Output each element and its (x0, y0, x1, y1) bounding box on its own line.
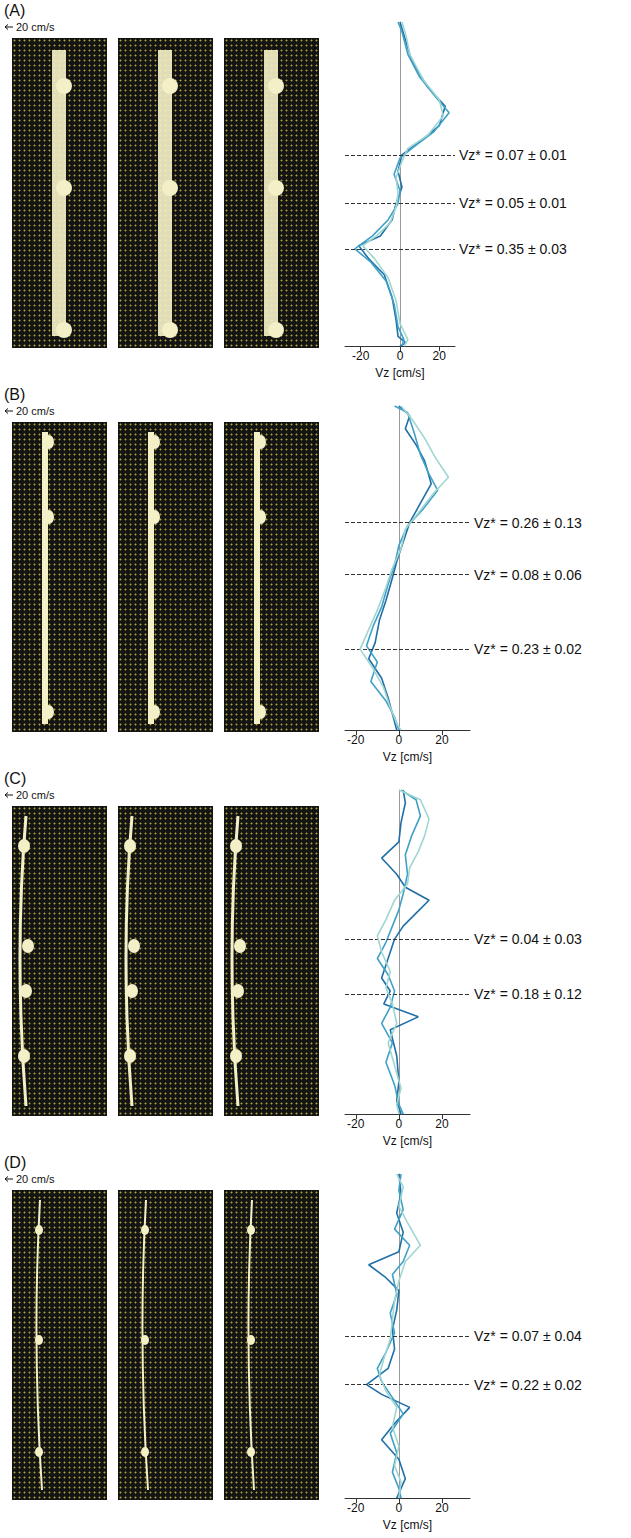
svg-text:0: 0 (396, 1117, 403, 1131)
html-text:20 cm/s: 20 cm/s (16, 1173, 55, 1185)
svg-text:Vz* = 0.08 ± 0.06: Vz* = 0.08 ± 0.06 (474, 567, 582, 583)
html-text:(A): (A) (4, 2, 26, 19)
svg-text:0: 0 (396, 1501, 403, 1515)
svg-text:-20: -20 (347, 1501, 365, 1515)
svg-text:-20: -20 (347, 733, 365, 747)
html-text:20 cm/s: 20 cm/s (16, 21, 55, 33)
svg-text:Vz [cm/s]: Vz [cm/s] (375, 366, 424, 380)
svg-text:Vz* = 0.07 ± 0.01: Vz* = 0.07 ± 0.01 (459, 147, 567, 163)
svg-text:0: 0 (396, 733, 403, 747)
html-text:20 cm/s: 20 cm/s (16, 789, 55, 801)
svg-text:Vz* = 0.07 ± 0.04: Vz* = 0.07 ± 0.04 (474, 1328, 582, 1344)
svg-text:-20: -20 (352, 349, 370, 363)
svg-text:Vz* = 0.22 ± 0.02: Vz* = 0.22 ± 0.02 (474, 1377, 582, 1393)
svg-text:Vz* = 0.05 ± 0.01: Vz* = 0.05 ± 0.01 (459, 195, 567, 211)
svg-text:0: 0 (397, 349, 404, 363)
svg-text:20: 20 (433, 349, 447, 363)
svg-text:-20: -20 (347, 1117, 365, 1131)
svg-text:20: 20 (435, 1501, 449, 1515)
svg-text:Vz* = 0.23 ± 0.02: Vz* = 0.23 ± 0.02 (474, 641, 582, 657)
svg-text:Vz [cm/s]: Vz [cm/s] (383, 750, 432, 764)
svg-text:Vz* = 0.35 ± 0.03: Vz* = 0.35 ± 0.03 (459, 241, 567, 257)
html-text:(C): (C) (4, 770, 27, 787)
svg-text:Vz [cm/s]: Vz [cm/s] (383, 1134, 432, 1148)
svg-text:20: 20 (435, 733, 449, 747)
html-text:(B): (B) (4, 386, 26, 403)
svg-text:Vz* = 0.18 ± 0.12: Vz* = 0.18 ± 0.12 (474, 986, 582, 1002)
svg-text:20: 20 (435, 1117, 449, 1131)
svg-text:Vz* = 0.04 ± 0.03: Vz* = 0.04 ± 0.03 (474, 931, 582, 947)
svg-text:Vz* = 0.26 ± 0.13: Vz* = 0.26 ± 0.13 (474, 515, 582, 531)
svg-text:Vz [cm/s]: Vz [cm/s] (383, 1518, 432, 1532)
html-text:(D): (D) (4, 1154, 27, 1171)
html-text:20 cm/s: 20 cm/s (16, 405, 55, 417)
